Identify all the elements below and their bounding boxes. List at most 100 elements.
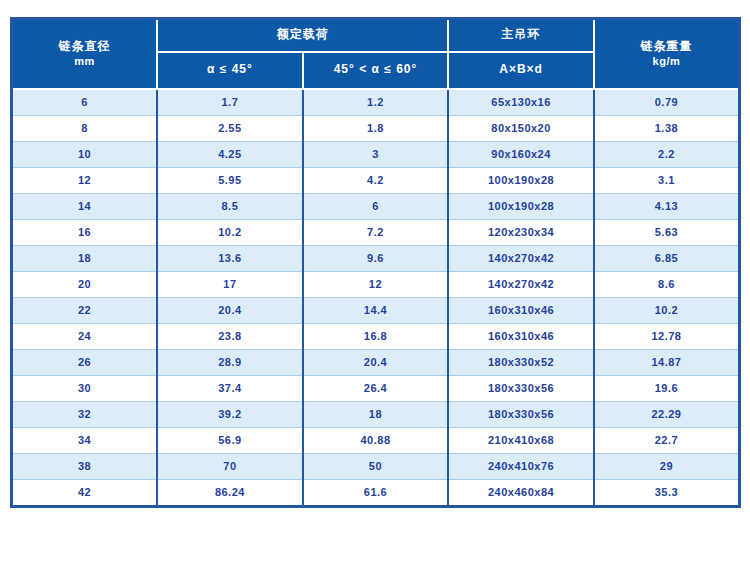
table-cell: 86.24 [157, 479, 303, 506]
table-row: 104.25390x160x242.2 [12, 141, 740, 167]
chain-weight-label: 链条重量 [595, 39, 738, 55]
table-cell: 22.29 [594, 401, 740, 427]
table-cell: 10 [12, 141, 158, 167]
table-cell: 6 [303, 193, 449, 219]
table-cell: 80x150x20 [448, 115, 594, 141]
table-row: 148.56100x190x284.13 [12, 193, 740, 219]
table-cell: 8 [12, 115, 158, 141]
col-header-ring-dimensions: A×B×d [448, 52, 594, 89]
table-cell: 240x410x76 [448, 453, 594, 479]
table-cell: 8.6 [594, 271, 740, 297]
table-cell: 10.2 [157, 219, 303, 245]
table-cell: 20 [12, 271, 158, 297]
table-cell: 20.4 [157, 297, 303, 323]
table-cell: 65x130x16 [448, 89, 594, 116]
header-row-1: 链条直径 mm 额定载荷 主吊环 链条重量 kg/m [12, 19, 740, 52]
table-cell: 39.2 [157, 401, 303, 427]
table-row: 2628.920.4180x330x5214.87 [12, 349, 740, 375]
table-cell: 40.88 [303, 427, 449, 453]
table-cell: 70 [157, 453, 303, 479]
table-cell: 22.7 [594, 427, 740, 453]
table-cell: 9.6 [303, 245, 449, 271]
table-cell: 50 [303, 453, 449, 479]
table-cell: 5.63 [594, 219, 740, 245]
table-cell: 14 [12, 193, 158, 219]
col-header-angle-45-to-60: 45° < α ≤ 60° [303, 52, 449, 89]
table-cell: 20.4 [303, 349, 449, 375]
table-cell: 0.79 [594, 89, 740, 116]
table-cell: 28.9 [157, 349, 303, 375]
table-cell: 3 [303, 141, 449, 167]
table-cell: 56.9 [157, 427, 303, 453]
table-cell: 32 [12, 401, 158, 427]
table-cell: 180x330x52 [448, 349, 594, 375]
table-cell: 12 [12, 167, 158, 193]
table-cell: 240x460x84 [448, 479, 594, 506]
table-cell: 4.13 [594, 193, 740, 219]
table-row: 2423.816.8160x310x4612.78 [12, 323, 740, 349]
col-header-chain-diameter: 链条直径 mm [12, 19, 158, 89]
angle-45-to-60-label: 45° < α ≤ 60° [304, 62, 448, 78]
table-cell: 30 [12, 375, 158, 401]
col-header-main-ring: 主吊环 [448, 19, 594, 52]
table-row: 61.71.265x130x160.79 [12, 89, 740, 116]
col-header-angle-le-45: α ≤ 45° [157, 52, 303, 89]
table-cell: 6 [12, 89, 158, 116]
table-cell: 10.2 [594, 297, 740, 323]
table-cell: 90x160x24 [448, 141, 594, 167]
table-cell: 12.78 [594, 323, 740, 349]
table-header: 链条直径 mm 额定载荷 主吊环 链条重量 kg/m α ≤ 45° [12, 19, 740, 89]
table-cell: 18 [303, 401, 449, 427]
table-cell: 210x410x68 [448, 427, 594, 453]
table-cell: 29 [594, 453, 740, 479]
table-row: 1610.27.2120x230x345.63 [12, 219, 740, 245]
table-cell: 23.8 [157, 323, 303, 349]
table-cell: 4.25 [157, 141, 303, 167]
table-cell: 61.6 [303, 479, 449, 506]
table-cell: 2.2 [594, 141, 740, 167]
table-row: 4286.2461.6240x460x8435.3 [12, 479, 740, 506]
main-ring-label: 主吊环 [449, 27, 593, 43]
table-cell: 1.7 [157, 89, 303, 116]
table-cell: 16 [12, 219, 158, 245]
table-cell: 180x330x56 [448, 401, 594, 427]
table-row: 1813.69.6140x270x426.85 [12, 245, 740, 271]
chain-weight-unit: kg/m [595, 55, 738, 68]
table-cell: 3.1 [594, 167, 740, 193]
rated-load-label: 额定载荷 [158, 27, 447, 43]
table-cell: 14.4 [303, 297, 449, 323]
table-cell: 1.2 [303, 89, 449, 116]
table-cell: 38 [12, 453, 158, 479]
table-cell: 5.95 [157, 167, 303, 193]
table-row: 2220.414.4160x310x4610.2 [12, 297, 740, 323]
table-cell: 34 [12, 427, 158, 453]
table-cell: 19.6 [594, 375, 740, 401]
table-cell: 35.3 [594, 479, 740, 506]
col-header-rated-load: 额定载荷 [157, 19, 448, 52]
table-cell: 24 [12, 323, 158, 349]
table-cell: 26 [12, 349, 158, 375]
chain-diameter-unit: mm [13, 55, 156, 68]
table-row: 3456.940.88210x410x6822.7 [12, 427, 740, 453]
table-row: 3239.218180x330x5622.29 [12, 401, 740, 427]
table-cell: 160x310x46 [448, 297, 594, 323]
angle-le-45-label: α ≤ 45° [158, 62, 302, 78]
table-cell: 42 [12, 479, 158, 506]
table-cell: 8.5 [157, 193, 303, 219]
table-cell: 13.6 [157, 245, 303, 271]
ring-dimensions-label: A×B×d [449, 62, 593, 78]
table-cell: 120x230x34 [448, 219, 594, 245]
table-cell: 4.2 [303, 167, 449, 193]
table-cell: 2.55 [157, 115, 303, 141]
table-row: 125.954.2100x190x283.1 [12, 167, 740, 193]
table-cell: 17 [157, 271, 303, 297]
table-cell: 22 [12, 297, 158, 323]
table-cell: 140x270x42 [448, 271, 594, 297]
chain-spec-table: 链条直径 mm 额定载荷 主吊环 链条重量 kg/m α ≤ 45° [10, 17, 741, 508]
table-cell: 16.8 [303, 323, 449, 349]
table-row: 201712140x270x428.6 [12, 271, 740, 297]
table-cell: 180x330x56 [448, 375, 594, 401]
chain-diameter-label: 链条直径 [13, 39, 156, 55]
table-cell: 160x310x46 [448, 323, 594, 349]
table-cell: 1.8 [303, 115, 449, 141]
